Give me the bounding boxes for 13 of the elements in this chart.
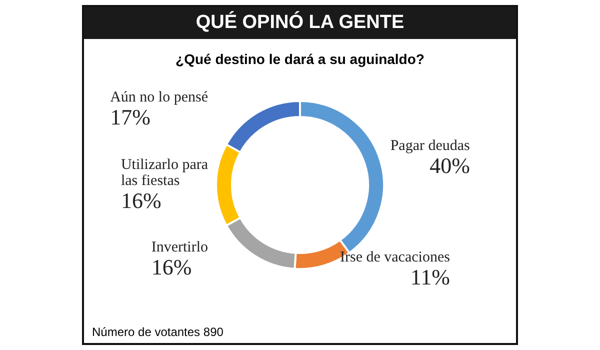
slice-label: Invertirlo	[151, 239, 208, 256]
slice-label: Utilizarlo para las fiestas	[120, 157, 208, 189]
text: Número de votantes 890	[92, 325, 224, 339]
data-label: 16%	[151, 254, 192, 280]
data-label: 11%	[410, 264, 450, 290]
data-label: 16%	[120, 188, 162, 213]
slice-label: Irse de vacaciones	[340, 250, 450, 266]
data-label: 17%	[110, 104, 150, 130]
slice-label: Aún no lo pensé	[110, 89, 208, 106]
chart-subtitle: ¿Qué destino le dará a su aguinaldo?	[174, 51, 426, 69]
chart-title: QUÉ OPINÓ LA GENTE	[84, 7, 516, 39]
slice-label: Pagar deudas	[390, 138, 470, 154]
data-label: 40%	[430, 152, 470, 178]
